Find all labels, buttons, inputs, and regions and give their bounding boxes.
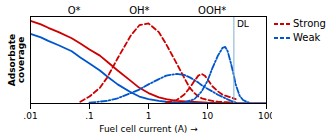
svg-text:100: 100 — [258, 111, 272, 121]
svg-text:Adsorbatecoverage: Adsorbatecoverage — [7, 34, 26, 86]
html-text:Strong: Strong — [293, 18, 326, 29]
svg-text:1: 1 — [146, 111, 152, 121]
svg-text:DL: DL — [237, 19, 249, 29]
svg-text:10: 10 — [202, 111, 214, 121]
svg-text:OH*: OH* — [129, 5, 149, 16]
svg-text:OOH*: OOH* — [198, 5, 226, 16]
html-text:Weak: Weak — [293, 32, 321, 43]
svg-text:Fuel cell current (A) →: Fuel cell current (A) → — [99, 124, 198, 134]
svg-text:.01: .01 — [23, 111, 37, 121]
svg-text:.1: .1 — [85, 111, 94, 121]
svg-text:O*: O* — [68, 5, 81, 16]
